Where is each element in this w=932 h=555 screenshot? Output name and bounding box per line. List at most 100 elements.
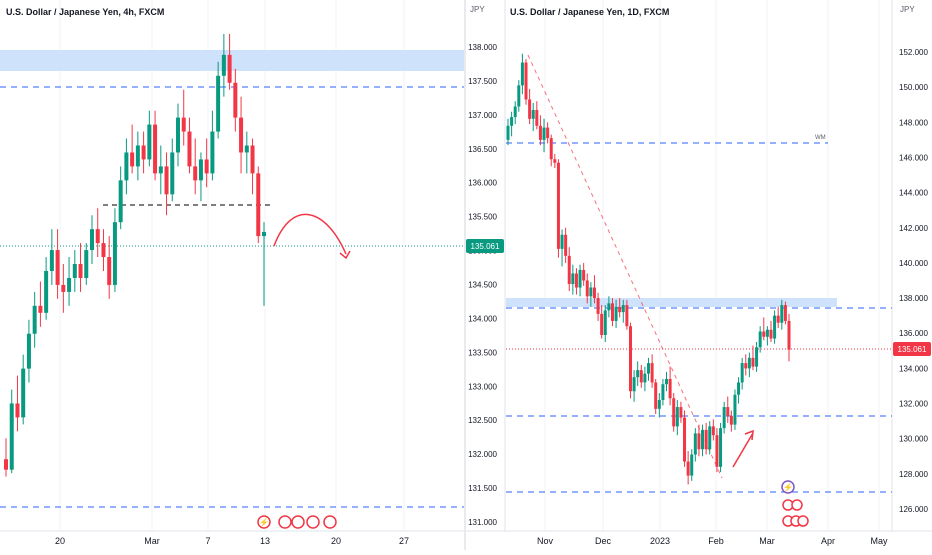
candle-body [747,357,751,369]
right-currency-right: JPY [900,5,915,14]
lightning-glyph: ⚡ [259,517,269,527]
candle-body [654,382,658,409]
right-right-price-axis[interactable]: 152.000 150.000 148.000 146.000 144.000 142.0… [899,48,928,514]
candle-body [112,222,117,285]
candle-body [193,166,198,181]
candle-body [204,159,209,174]
right-x-tick: 2023 [650,536,670,546]
us-flag-icon[interactable] [797,515,809,527]
candle-body [118,180,123,223]
candle-body [141,145,146,160]
us-flag-icon[interactable] [278,515,292,529]
candle-body [90,229,94,251]
candle-body [524,62,528,100]
left-chart-background [0,0,464,550]
right-price-badge-bg [893,342,931,356]
candle-body [21,368,26,418]
candle-body [737,382,741,395]
candle-body [176,117,180,153]
candle-body [665,378,669,385]
right-axis-tick: 144.000 [899,189,928,198]
lightning-icon[interactable] [781,480,795,494]
right-x-tick: May [870,536,888,546]
candle-body [589,287,593,297]
right-axis-tick: 148.000 [899,118,928,127]
right-axis-tick: 146.000 [899,153,928,162]
candle-body [751,357,755,367]
candle-body [538,125,542,140]
lightning-icon[interactable] [257,515,271,529]
candle-body [704,429,708,450]
right-price-badge: 135.061 [893,342,931,356]
candle-body [693,433,697,455]
candle-body [564,234,568,256]
candle-body [647,363,650,374]
right-left-price-axis[interactable]: 138.000 137.500 137.000 136.500 136.000 135.5… [468,43,497,527]
candle-body [198,159,203,181]
candle-body [153,124,158,174]
candle-body [683,417,687,462]
candle-body [531,110,535,119]
right-x-axis[interactable]: Nov Dec 2023 Feb Mar Apr May [466,530,932,546]
candle-body [643,373,647,383]
us-flag-icon[interactable] [291,515,305,529]
candle-body [244,145,249,153]
candle-body [67,277,72,292]
lightning-glyph: ⚡ [783,482,793,492]
candle-body [556,162,560,249]
candle-body [719,428,723,467]
candle-body [686,461,690,476]
right-axis-tick: 128.000 [899,470,928,479]
us-flag-icon[interactable] [323,515,337,529]
candle-body [769,329,773,339]
candle-body [582,269,586,281]
right-x-tick: Feb [708,536,724,546]
right-price-badge-text: 135.061 [898,345,927,354]
right-chart-panel[interactable]: WM U.S. Dollar / Japanese Yen, 1D, FXCM … [466,0,932,550]
candle-body [130,152,135,167]
us-flag-icon[interactable] [306,515,320,529]
candle-body [535,110,539,126]
candle-body [513,106,517,118]
candle-body [639,370,643,383]
right-x-tick: Dec [595,536,612,546]
left-event-icons[interactable]: ⚡ [257,515,337,529]
candle-body [510,117,514,126]
left-chart-panel[interactable]: U.S. Dollar / Japanese Yen, 4h, FXCM ⚡ 2… [0,0,464,550]
candle-body [61,284,66,292]
left-axis-tick: 134.000 [468,314,497,323]
right-axis-tick: 136.000 [899,329,928,338]
candle-body [506,125,510,140]
candle-body [600,313,604,335]
candle-body [15,403,20,418]
candle-body [607,303,611,311]
candle-body [256,173,261,237]
left-projection-arrowhead [339,250,351,260]
candle-body [227,54,232,83]
candle-body [783,305,787,321]
us-flag-icon[interactable] [791,499,803,511]
right-axis-tick: 130.000 [899,435,928,444]
right-event-icons[interactable]: ⚡ [781,480,809,527]
left-price-badge-text: 135.061 [471,242,500,251]
candle-body [574,273,578,288]
candle-body [553,159,557,163]
candle-body [592,287,596,299]
candle-body [567,255,571,285]
candle-body [38,305,43,313]
candle-body [158,166,163,174]
candle-body [49,250,54,271]
left-price-badge-bg2 [466,239,504,253]
candle-body [95,229,100,244]
left-projection-arc [273,213,347,255]
left-axis-tick: 132.500 [468,416,497,425]
left-axis-tick: 134.500 [468,281,497,290]
candle-body [26,333,31,369]
right-axis-tick: 132.000 [899,400,928,409]
candle-body [181,117,186,132]
left-axis-tick: 137.000 [468,111,497,120]
candle-body [9,403,14,470]
candle-body [84,250,89,278]
